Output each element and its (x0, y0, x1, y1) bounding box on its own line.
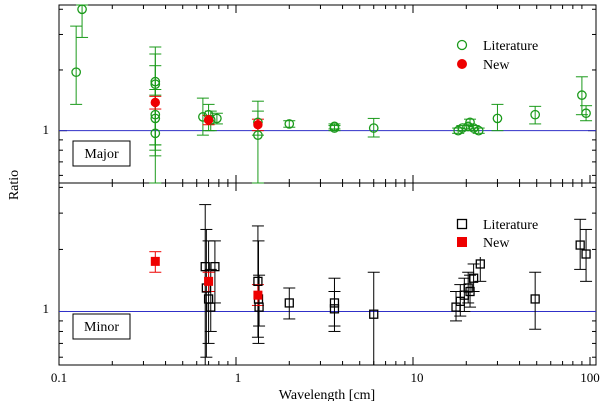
major-literature-point (581, 108, 591, 119)
minor-legend: Literature New (440, 213, 554, 257)
x-tick-label-100: 100 (580, 370, 600, 385)
major-literature-point (530, 109, 541, 120)
major-new-point (203, 115, 214, 125)
minor-literature-point (329, 298, 340, 308)
minor-literature-point (329, 304, 340, 314)
minor-legend-new-label: New (483, 236, 510, 251)
minor-panel-frame (58, 182, 597, 366)
major-literature-point (150, 79, 161, 90)
major-label-box (72, 140, 131, 167)
minor-literature-point (575, 240, 585, 250)
minor-legend-literature-label: Literature (483, 218, 538, 233)
minor-new-point (253, 290, 263, 300)
major-literature-point (150, 76, 161, 87)
major-literature-point (77, 4, 87, 15)
minor-new-point (150, 256, 160, 266)
minor-literature-point (465, 286, 475, 297)
major-legend: Literature New (440, 31, 554, 75)
major-legend-new-marker (457, 59, 467, 69)
reference-lines (59, 130, 596, 312)
minor-literature-point (530, 294, 540, 304)
minor-literature-point (200, 261, 210, 272)
x-tick-label-10: 10 (411, 370, 424, 385)
major-legend-new-label: New (483, 58, 510, 73)
major-literature-point (368, 123, 379, 133)
minor-literature-point (369, 309, 379, 319)
minor-legend-new-marker (457, 237, 467, 247)
major-literature-point (468, 123, 479, 133)
x-axis-ticks (58, 5, 591, 365)
major-literature-point (457, 123, 468, 133)
major-legend-literature-marker (456, 39, 468, 51)
major-new-point (150, 97, 161, 108)
minor-literature-point (468, 273, 479, 283)
minor-literature-point (254, 302, 264, 312)
minor-label-box (72, 313, 131, 340)
data-markers (71, 4, 591, 319)
major-literature-point (329, 121, 340, 132)
major-new-point (253, 120, 263, 130)
minor-legend-box (440, 213, 554, 257)
major-literature-point (150, 113, 161, 124)
major-literature-point (150, 109, 161, 120)
minor-legend-literature-marker (456, 218, 468, 230)
major-legend-literature-label: Literature (483, 39, 538, 54)
minor-panel-label: Minor (84, 320, 119, 335)
major-literature-point (253, 130, 263, 140)
minor-literature-point (253, 276, 263, 287)
x-tick-label-1: 1 (235, 370, 242, 385)
minor-literature-point (284, 298, 294, 308)
minor-literature-point (210, 261, 220, 272)
major-literature-point (150, 128, 161, 139)
major-literature-point (577, 90, 587, 101)
minor-new-point (204, 276, 214, 286)
major-panel-label: Major (84, 147, 119, 162)
minor-y-tick-label-1: 1 (43, 301, 50, 316)
major-literature-point (284, 119, 295, 129)
minor-literature-point (475, 259, 485, 269)
minor-literature-point (206, 302, 216, 312)
major-literature-point (492, 113, 503, 124)
major-literature-point (71, 67, 82, 78)
x-tick-label-0.1: 0.1 (51, 370, 67, 385)
minor-literature-point (581, 249, 591, 259)
y-axis-title: Ratio (7, 170, 22, 200)
x-axis-title: Wavelength [cm] (279, 388, 375, 401)
major-literature-point (473, 125, 484, 136)
major-y-tick-label-1: 1 (43, 122, 50, 137)
